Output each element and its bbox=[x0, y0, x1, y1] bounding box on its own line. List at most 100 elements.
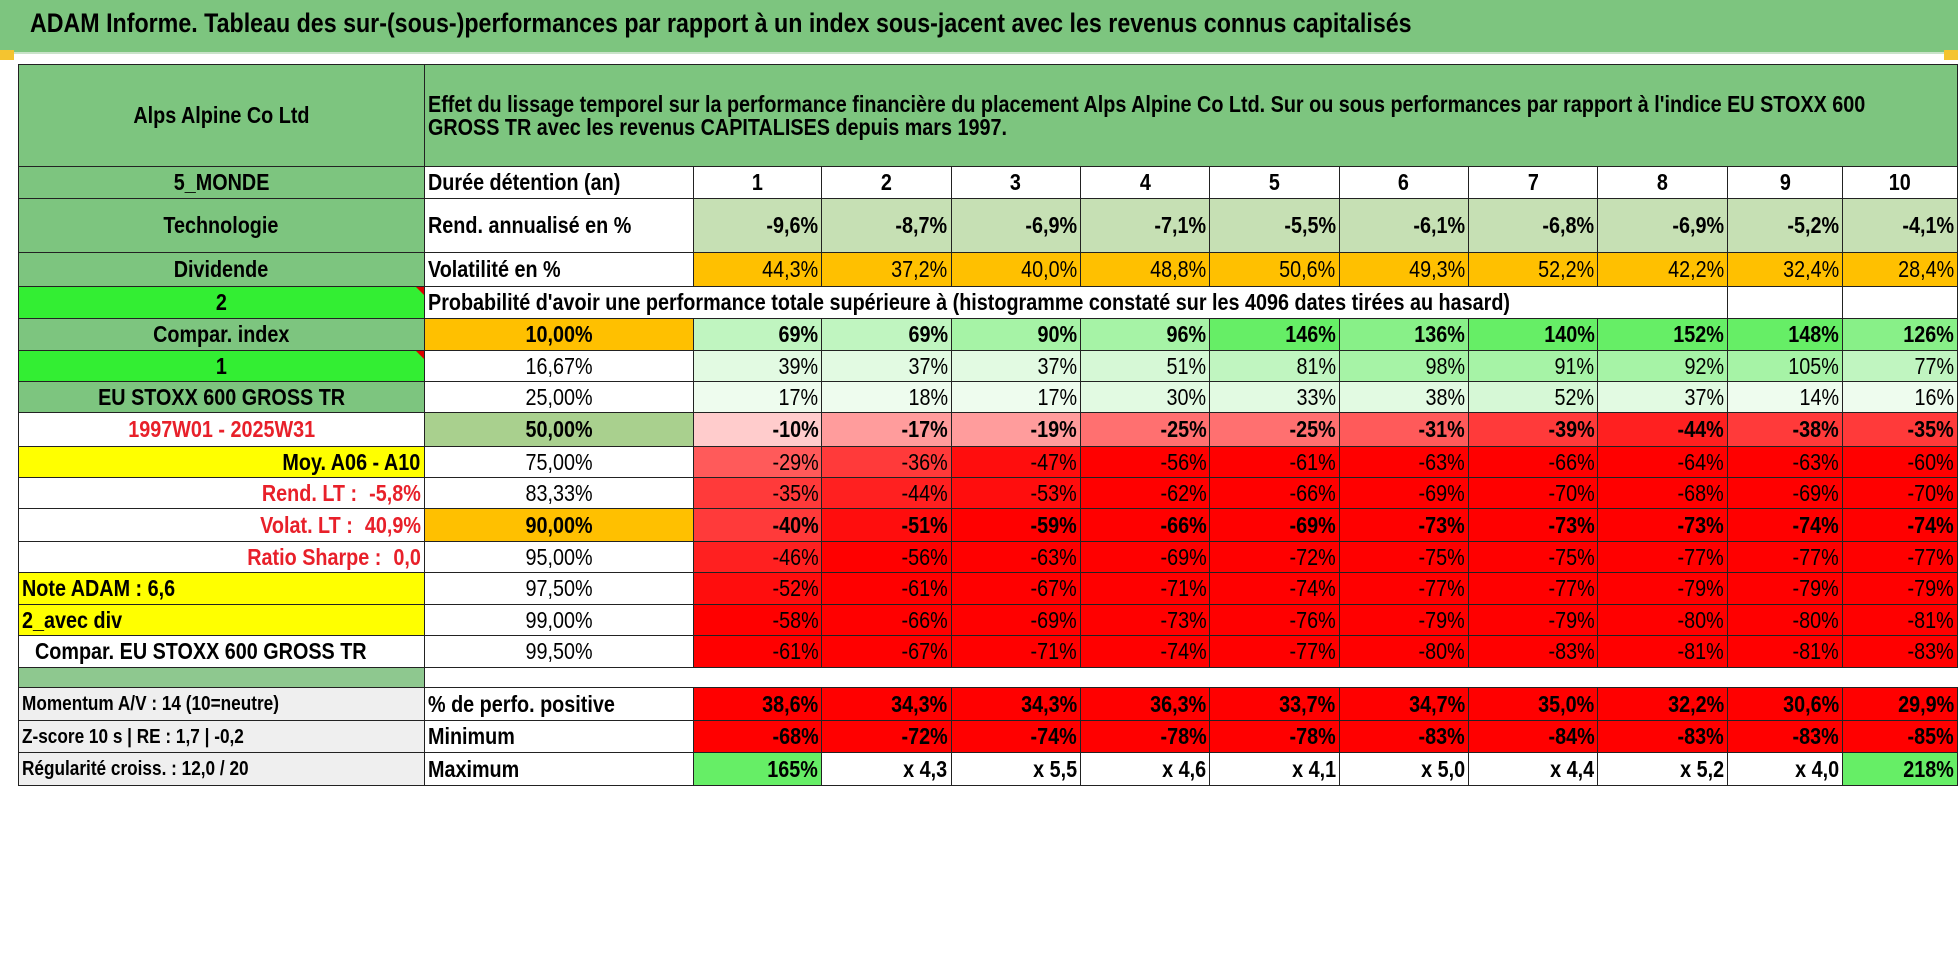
sharpe-ratio-value: 0,0 bbox=[393, 543, 421, 570]
volatility-label-text: Volatilité en % bbox=[427, 256, 561, 282]
summary-value-text: x 4,6 bbox=[1162, 755, 1207, 782]
year-header-text: 8 bbox=[1657, 169, 1669, 195]
dividend-label-text: Dividende bbox=[174, 256, 269, 282]
summary-value: x 5,0 bbox=[1338, 752, 1470, 786]
regularity-label-text: Régularité croiss. : 12,0 / 20 bbox=[22, 758, 249, 780]
comparison-name-text: Compar. EU STOXX 600 GROSS TR bbox=[35, 638, 367, 664]
volatility-value: 40,0% bbox=[950, 252, 1081, 287]
quantile-value: -62% bbox=[1079, 477, 1211, 509]
annualized-return-value-text: -9,6% bbox=[766, 212, 819, 238]
average-label: Moy. A06 - A10 bbox=[18, 446, 425, 478]
quantile-value: -71% bbox=[950, 635, 1081, 668]
quantile-value-text: -39% bbox=[1548, 416, 1595, 442]
volatility-value: 42,2% bbox=[1597, 252, 1728, 287]
summary-value: x 5,5 bbox=[950, 752, 1081, 786]
quantile-value-text: 39% bbox=[778, 352, 819, 379]
quantile-value: 96% bbox=[1079, 318, 1211, 351]
probability-title-row: 2 Probabilité d'avoir une performance tot… bbox=[18, 286, 1958, 319]
quantile-value-text: -80% bbox=[1793, 606, 1840, 633]
summary-value: 30,6% bbox=[1726, 687, 1844, 721]
quantile-value: 30% bbox=[1079, 381, 1211, 413]
quantile-value: -38% bbox=[1726, 412, 1844, 447]
year-header: 10 bbox=[1842, 166, 1958, 199]
summary-value: 34,3% bbox=[950, 687, 1081, 721]
quantile-value-text: -79% bbox=[1677, 575, 1724, 601]
with-dividend-label: 2_avec div bbox=[18, 604, 425, 636]
volatility-value-text: 49,3% bbox=[1408, 256, 1466, 282]
dividend-value: 2 bbox=[18, 286, 425, 319]
quantile-value: 17% bbox=[692, 381, 823, 413]
quantile-value-text: 105% bbox=[1788, 352, 1840, 379]
quantile-value-text: -62% bbox=[1160, 479, 1207, 506]
summary-value-text: x 5,0 bbox=[1421, 755, 1466, 782]
summary-value-text: x 4,1 bbox=[1291, 755, 1336, 782]
quantile-value: -51% bbox=[821, 508, 952, 542]
quantile-value: 140% bbox=[1468, 318, 1599, 351]
quantile-value-text: -81% bbox=[1907, 606, 1954, 633]
quantile-value: 17% bbox=[950, 381, 1081, 413]
quantile-value-text: 18% bbox=[907, 383, 948, 410]
quantile-value-text: 152% bbox=[1673, 321, 1724, 347]
volatility-value: 32,4% bbox=[1726, 252, 1844, 287]
quantile-value-text: -58% bbox=[772, 606, 819, 633]
summary-value: -85% bbox=[1842, 720, 1958, 753]
quantile-value: -77% bbox=[1842, 541, 1958, 573]
volat-lt-value: 40,9% bbox=[364, 511, 421, 538]
year-header-text: 3 bbox=[1010, 169, 1022, 195]
report-banner: ADAM Informe. Tableau des sur-(sous-)per… bbox=[0, 0, 1958, 54]
quantile-value: -56% bbox=[1079, 446, 1211, 478]
quantile-value-text: -56% bbox=[901, 543, 948, 570]
annualized-return-value: -6,8% bbox=[1468, 198, 1599, 253]
summary-value-text: -85% bbox=[1907, 723, 1954, 749]
summary-value-text: x 5,5 bbox=[1032, 755, 1077, 782]
quantile-value-text: -76% bbox=[1289, 606, 1336, 633]
quantile-value: -63% bbox=[1726, 446, 1844, 478]
years-row: 5_MONDE Durée détention (an) 1 2 3 4 5 6 7 8 9 10 bbox=[18, 166, 1958, 199]
quantile-value-text: -77% bbox=[1677, 543, 1724, 570]
quantile-value: -40% bbox=[692, 508, 823, 542]
quantile-label-text: 10,00% bbox=[525, 321, 593, 347]
quantile-value-text: -63% bbox=[1030, 543, 1077, 570]
quantile-value-text: -66% bbox=[901, 606, 948, 633]
quantile-value-text: -61% bbox=[772, 638, 819, 664]
quantile-value: 52% bbox=[1468, 381, 1599, 413]
summary-value: 218% bbox=[1842, 752, 1958, 786]
quantile-value-text: -29% bbox=[772, 448, 819, 475]
quantile-value: 14% bbox=[1726, 381, 1844, 413]
quantile-value: -81% bbox=[1726, 635, 1844, 668]
summary-value: 34,3% bbox=[821, 687, 952, 721]
quantile-value-text: 77% bbox=[1914, 352, 1954, 379]
quantile-value: -69% bbox=[1079, 541, 1211, 573]
quantile-value-text: -38% bbox=[1793, 416, 1840, 442]
summary-value: 165% bbox=[692, 752, 823, 786]
quantile-label: 97,50% bbox=[423, 572, 694, 605]
quantile-label-text: 99,50% bbox=[525, 638, 593, 664]
quantile-value: -44% bbox=[821, 477, 952, 509]
quantile-value-text: -68% bbox=[1677, 479, 1724, 506]
company-name-text: Alps Alpine Co Ltd bbox=[133, 102, 310, 128]
volatility-value-text: 28,4% bbox=[1897, 256, 1954, 282]
summary-row: Z-score 10 s | RE : 1,7 | -0,2 Minimum -68… bbox=[18, 720, 1958, 753]
year-header: 1 bbox=[692, 166, 823, 199]
quantile-value: -66% bbox=[821, 604, 952, 636]
quantile-value-text: 17% bbox=[778, 383, 819, 410]
quantile-value-text: 14% bbox=[1799, 383, 1840, 410]
quantile-value-text: -77% bbox=[1289, 638, 1336, 664]
description-text: Effet du lissage temporel sur la perform… bbox=[427, 90, 1865, 140]
summary-value-text: 34,7% bbox=[1408, 690, 1466, 717]
quantile-value-text: 37% bbox=[1037, 352, 1077, 379]
quantile-value: -25% bbox=[1209, 412, 1340, 447]
dividend-label: Dividende bbox=[18, 252, 425, 287]
quantile-value: -74% bbox=[1209, 572, 1340, 605]
volat-lt-label: Volat. LT : bbox=[259, 511, 353, 538]
quantile-value: -25% bbox=[1079, 412, 1211, 447]
empty-cell bbox=[1842, 286, 1958, 319]
quantile-value-text: -71% bbox=[1030, 638, 1077, 664]
quantile-value: 39% bbox=[692, 350, 823, 382]
zone-label-text: 5_MONDE bbox=[173, 169, 270, 195]
year-header-text: 9 bbox=[1779, 169, 1791, 195]
quantile-value-text: -69% bbox=[1160, 543, 1207, 570]
quantile-value-text: -61% bbox=[1289, 448, 1336, 475]
annualized-return-value-text: -6,9% bbox=[1025, 212, 1077, 238]
quantile-value-text: 17% bbox=[1037, 383, 1077, 410]
